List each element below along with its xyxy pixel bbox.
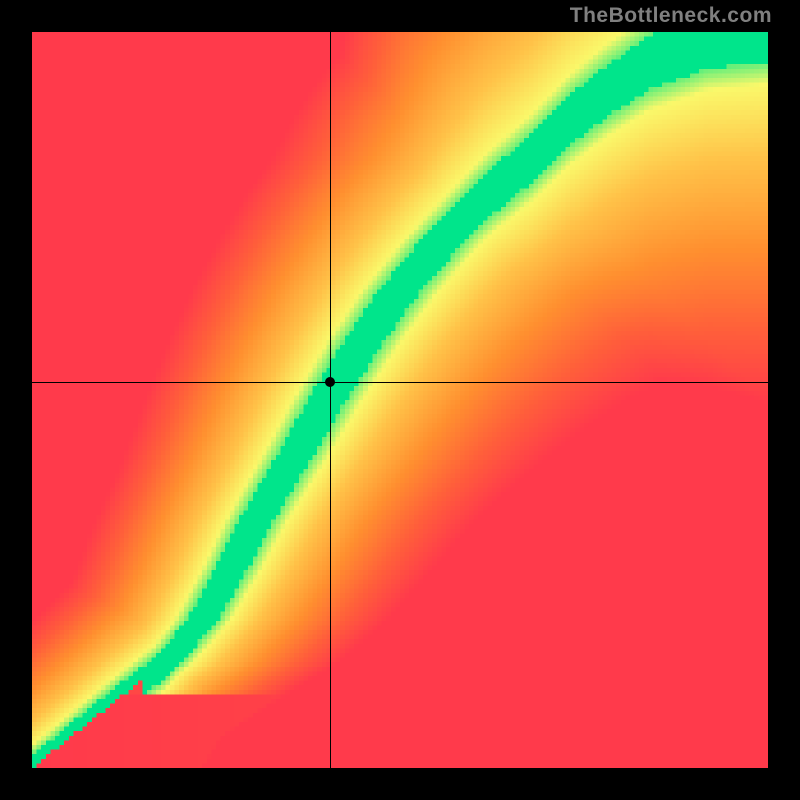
watermark-text: TheBottleneck.com [570, 4, 772, 28]
heatmap-plot [32, 32, 768, 768]
heatmap-canvas [32, 32, 768, 768]
crosshair-horizontal [32, 382, 768, 383]
crosshair-vertical [330, 32, 331, 768]
focus-marker [325, 377, 335, 387]
